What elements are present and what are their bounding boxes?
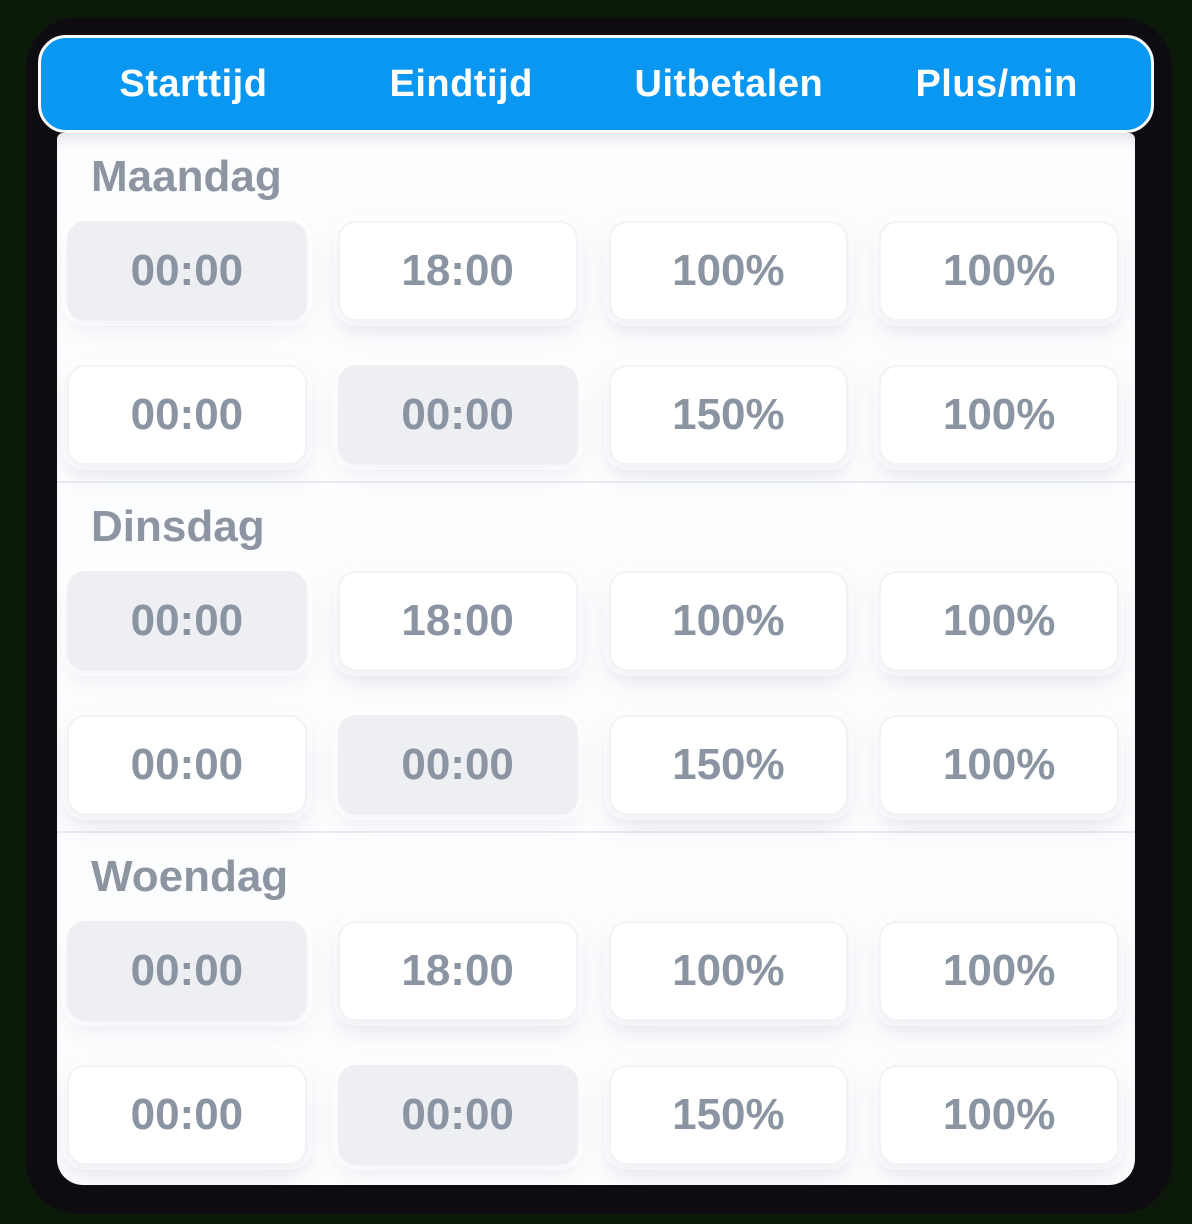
- starttijd-field: 00:00: [67, 571, 307, 671]
- day-rows: 00:00 18:00 100% 100% 00:00 00:00 150% 100%: [67, 221, 1119, 465]
- header-col-eindtijd: Eindtijd: [389, 62, 533, 105]
- plus-min-field[interactable]: 100%: [879, 221, 1119, 321]
- field-row: 00:00 00:00 150% 100%: [67, 715, 1119, 815]
- uitbetalen-field[interactable]: 100%: [608, 571, 849, 671]
- plus-min-field[interactable]: 100%: [879, 571, 1119, 671]
- uitbetalen-field[interactable]: 150%: [608, 1065, 849, 1165]
- plus-min-field[interactable]: 100%: [879, 365, 1119, 465]
- header-col-starttijd: Starttijd: [119, 62, 268, 105]
- uitbetalen-field[interactable]: 150%: [608, 365, 849, 465]
- field-row: 00:00 18:00 100% 100%: [67, 221, 1119, 321]
- uitbetalen-field[interactable]: 100%: [608, 221, 849, 321]
- starttijd-field[interactable]: 00:00: [67, 365, 307, 465]
- starttijd-field: 00:00: [67, 221, 307, 321]
- eindtijd-field: 00:00: [337, 1065, 578, 1165]
- starttijd-field[interactable]: 00:00: [67, 1065, 307, 1165]
- day-rows: 00:00 18:00 100% 100% 00:00 00:00 150% 100%: [67, 921, 1119, 1165]
- schedule-header: Starttijd Eindtijd Uitbetalen Plus/min: [38, 35, 1154, 133]
- starttijd-field[interactable]: 00:00: [67, 715, 307, 815]
- day-label: Maandag: [91, 152, 282, 201]
- eindtijd-field: 00:00: [337, 365, 578, 465]
- uitbetalen-field[interactable]: 150%: [608, 715, 849, 815]
- eindtijd-field[interactable]: 18:00: [337, 571, 578, 671]
- field-row: 00:00 00:00 150% 100%: [67, 365, 1119, 465]
- day-section: Dinsdag 00:00 18:00 100% 100% 00:00 00:00 150%…: [57, 483, 1135, 833]
- plus-min-field[interactable]: 100%: [879, 1065, 1119, 1165]
- day-label: Dinsdag: [91, 502, 265, 551]
- uitbetalen-field[interactable]: 100%: [608, 921, 849, 1021]
- header-col-plusmin: Plus/min: [915, 62, 1078, 105]
- field-row: 00:00 18:00 100% 100%: [67, 571, 1119, 671]
- plus-min-field[interactable]: 100%: [879, 921, 1119, 1021]
- day-section: Woendag 00:00 18:00 100% 100% 00:00 00:00 150%…: [57, 833, 1135, 1185]
- day-section: Maandag 00:00 18:00 100% 100% 00:00 00:00 150%…: [57, 133, 1135, 483]
- day-rows: 00:00 18:00 100% 100% 00:00 00:00 150% 100%: [67, 571, 1119, 815]
- device-frame: Starttijd Eindtijd Uitbetalen Plus/min M…: [26, 17, 1172, 1214]
- eindtijd-field: 00:00: [337, 715, 578, 815]
- starttijd-field: 00:00: [67, 921, 307, 1021]
- field-row: 00:00 18:00 100% 100%: [67, 921, 1119, 1021]
- day-label: Woendag: [91, 852, 289, 901]
- eindtijd-field[interactable]: 18:00: [337, 221, 578, 321]
- plus-min-field[interactable]: 100%: [879, 715, 1119, 815]
- eindtijd-field[interactable]: 18:00: [337, 921, 578, 1021]
- header-col-uitbetalen: Uitbetalen: [634, 62, 824, 105]
- field-row: 00:00 00:00 150% 100%: [67, 1065, 1119, 1165]
- schedule-card: Maandag 00:00 18:00 100% 100% 00:00 00:00 150%…: [57, 133, 1135, 1185]
